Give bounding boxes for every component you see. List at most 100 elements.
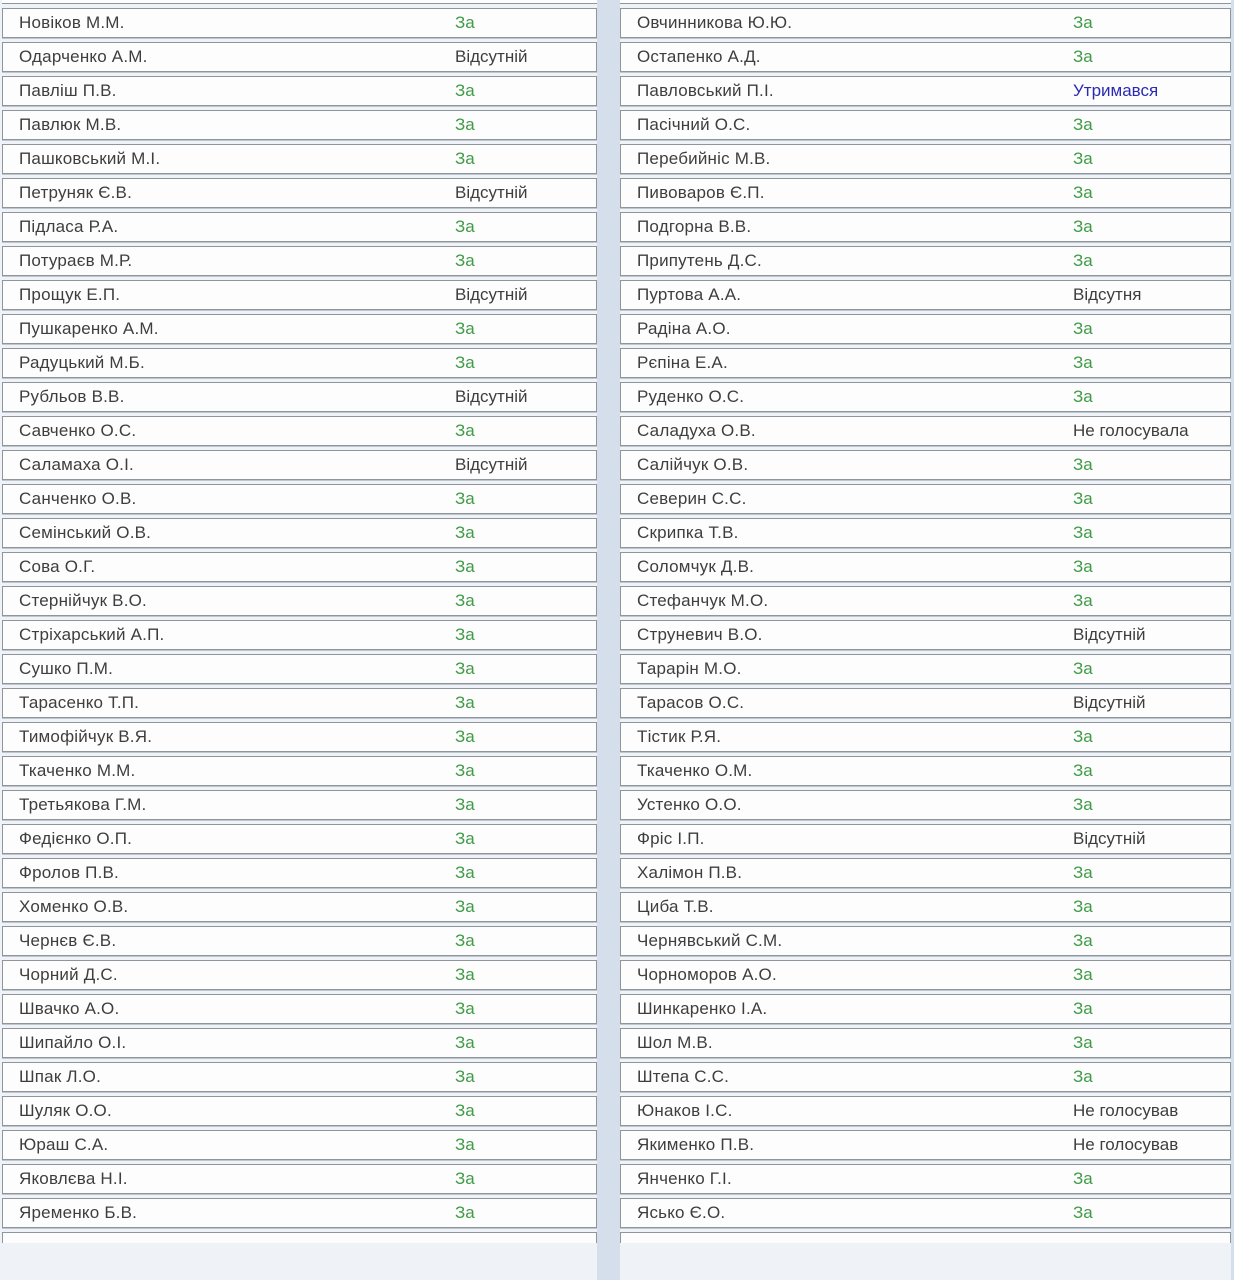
vote-value: За [1073, 999, 1093, 1018]
vote-value: За [1073, 217, 1093, 236]
vote-value: За [1073, 115, 1093, 134]
table-row: Савченко О.С. За [2, 416, 597, 446]
vote-value: За [455, 421, 475, 440]
deputy-name: Ясько Є.О. [637, 1203, 726, 1222]
deputy-name: Павліш П.В. [19, 81, 117, 100]
clipped-row-below [2, 1232, 597, 1243]
vote-value: За [455, 523, 475, 542]
vote-value: За [455, 591, 475, 610]
vote-value: За [455, 1101, 475, 1120]
deputy-name: Петруняк Є.В. [19, 183, 133, 202]
deputy-name: Тарарін М.О. [637, 659, 742, 678]
deputy-name: Стефанчук М.О. [637, 591, 769, 610]
deputy-name: Соломчук Д.В. [637, 557, 755, 576]
deputy-name: Радуцький М.Б. [19, 353, 145, 372]
vote-value: За [1073, 1033, 1093, 1052]
table-row: Тарасов О.С. Відсутній [620, 688, 1231, 718]
vote-value: За [1073, 795, 1093, 814]
vote-value: За [455, 353, 475, 372]
deputy-name: Припутень Д.С. [637, 251, 762, 270]
vote-value: За [1073, 659, 1093, 678]
table-row: Остапенко А.Д. За [620, 42, 1231, 72]
deputy-name: Шпак Л.О. [19, 1067, 102, 1086]
table-row: Припутень Д.С. За [620, 246, 1231, 276]
table-row: Овчинникова Ю.Ю. За [620, 8, 1231, 38]
table-row: Сова О.Г. За [2, 552, 597, 582]
table-row: Янченко Г.І. За [620, 1164, 1231, 1194]
vote-value: Відсутня [1073, 285, 1142, 304]
table-row: Яременко Б.В. За [2, 1198, 597, 1228]
deputy-name: Овчинникова Ю.Ю. [637, 13, 793, 32]
deputy-name: Стріхарський А.П. [19, 625, 165, 644]
deputy-name: Рубльов В.В. [19, 387, 125, 406]
deputy-name: Саладуха О.В. [637, 421, 756, 440]
vote-value: За [1073, 557, 1093, 576]
deputy-name: Устенко О.О. [637, 795, 742, 814]
table-row: Хоменко О.В. За [2, 892, 597, 922]
table-row: Новіков М.М. За [2, 8, 597, 38]
table-row: Фріс І.П. Відсутній [620, 824, 1231, 854]
table-row: Тимофійчук В.Я. За [2, 722, 597, 752]
deputy-name: Тимофійчук В.Я. [19, 727, 153, 746]
column-gap-strip [597, 0, 620, 1280]
deputy-name: Павловський П.І. [637, 81, 774, 100]
deputy-name: Халімон П.В. [637, 863, 743, 882]
deputy-name: Перебийніс М.В. [637, 149, 771, 168]
table-row: Пушкаренко А.М. За [2, 314, 597, 344]
table-row: Шипайло О.І. За [2, 1028, 597, 1058]
vote-value: За [455, 863, 475, 882]
table-row: Чернєв Є.В. За [2, 926, 597, 956]
table-row: Яковлєва Н.І. За [2, 1164, 597, 1194]
deputy-name: Чорноморов А.О. [637, 965, 777, 984]
deputy-name: Чернєв Є.В. [19, 931, 117, 950]
table-row: Швачко А.О. За [2, 994, 597, 1024]
table-row: Петруняк Є.В. Відсутній [2, 178, 597, 208]
vote-value: Відсутній [455, 47, 528, 66]
table-row: Циба Т.В. За [620, 892, 1231, 922]
vote-value: За [1073, 387, 1093, 406]
table-row: Сушко П.М. За [2, 654, 597, 684]
table-row: Санченко О.В. За [2, 484, 597, 514]
vote-value: За [1073, 149, 1093, 168]
table-row: Устенко О.О. За [620, 790, 1231, 820]
vote-value: Відсутній [1073, 829, 1146, 848]
table-row: Шол М.В. За [620, 1028, 1231, 1058]
deputy-name: Северин С.С. [637, 489, 747, 508]
deputy-name: Шипайло О.І. [19, 1033, 127, 1052]
table-row: Фролов П.В. За [2, 858, 597, 888]
table-row: Пивоваров Є.П. За [620, 178, 1231, 208]
table-row: Чорний Д.С. За [2, 960, 597, 990]
deputy-name: Підласа Р.А. [19, 217, 119, 236]
table-row: Радуцький М.Б. За [2, 348, 597, 378]
deputy-name: Пасічний О.С. [637, 115, 751, 134]
vote-value: За [1073, 931, 1093, 950]
deputy-name: Семінський О.В. [19, 523, 152, 542]
deputy-name: Хоменко О.В. [19, 897, 129, 916]
deputy-name: Павлюк М.В. [19, 115, 122, 134]
deputy-name: Санченко О.В. [19, 489, 137, 508]
vote-value: За [1073, 965, 1093, 984]
vote-value: За [1073, 251, 1093, 270]
vote-value: За [455, 625, 475, 644]
vote-value: За [1073, 727, 1093, 746]
table-row: Стернійчук В.О. За [2, 586, 597, 616]
vote-value: За [455, 13, 475, 32]
deputy-name: Юраш С.А. [19, 1135, 109, 1154]
deputy-name: Пивоваров Є.П. [637, 183, 765, 202]
vote-value: За [455, 115, 475, 134]
vote-value: Утримався [1073, 81, 1159, 100]
vote-value: За [1073, 761, 1093, 780]
vote-value: За [455, 1203, 475, 1222]
table-row: Северин С.С. За [620, 484, 1231, 514]
table-row: Подгорна В.В. За [620, 212, 1231, 242]
deputy-name: Янченко Г.І. [637, 1169, 732, 1188]
deputy-name: Остапенко А.Д. [637, 47, 761, 66]
deputy-name: Юнаков І.С. [637, 1101, 733, 1120]
deputy-name: Сова О.Г. [19, 557, 96, 576]
table-row: Рубльов В.В. Відсутній [2, 382, 597, 412]
table-row: Халімон П.В. За [620, 858, 1231, 888]
vote-value: За [455, 693, 475, 712]
deputy-name: Фролов П.В. [19, 863, 119, 882]
deputy-name: Пуртова А.А. [637, 285, 742, 304]
table-row: Соломчук Д.В. За [620, 552, 1231, 582]
